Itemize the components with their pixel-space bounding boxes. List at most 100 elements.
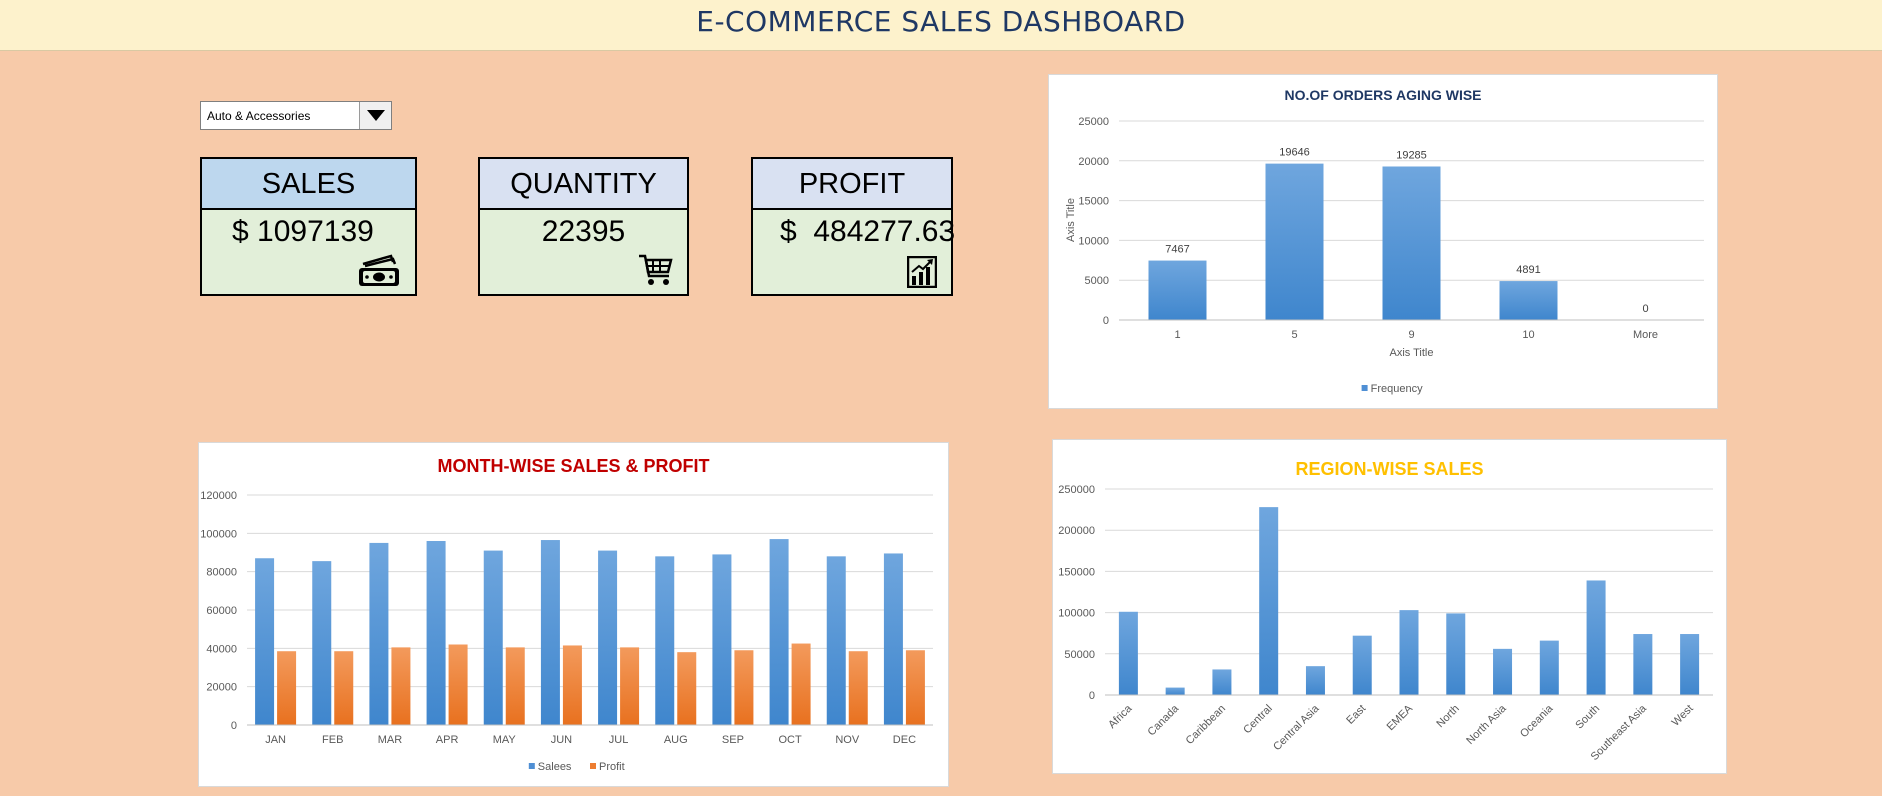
y-tick-label: 100000 [200,528,237,540]
bar [426,541,446,725]
bar [562,645,582,725]
bar [448,644,468,725]
bar [769,539,789,725]
x-tick-label: East [1344,703,1368,727]
cart-icon [639,254,673,285]
bar [1148,260,1207,320]
y-tick-label: 50000 [1064,649,1095,661]
sales-card: SALES $ 1097139 [200,157,417,296]
cash-icon [359,254,399,286]
y-tick-label: 100000 [1058,608,1095,620]
bar [905,650,925,725]
legend-label: Salees [538,761,572,773]
x-tick-label: JAN [265,734,286,746]
y-tick-label: 80000 [206,567,237,579]
data-label: 19646 [1279,147,1310,159]
growth-chart-icon [907,256,937,288]
bar [255,558,275,725]
bar [655,556,675,725]
bar [1212,669,1232,695]
y-axis-title: Axis Title [1065,198,1077,242]
y-tick-label: 15000 [1078,196,1109,208]
x-tick-label: South [1573,703,1602,732]
data-label: 4891 [1516,264,1540,276]
bar [1259,507,1279,695]
bar [791,643,811,725]
y-tick-label: 150000 [1058,566,1095,578]
x-tick-label: Caribbean [1184,703,1228,747]
bar [1118,611,1138,695]
legend-label: Profit [599,761,625,773]
bar [1446,613,1466,695]
bar [1165,687,1185,695]
bar [277,651,297,725]
x-tick-label: SEP [722,734,744,746]
quantity-value: 22395 [541,215,626,248]
x-tick-label: 1 [1174,329,1180,341]
bar [1265,163,1324,320]
legend-swatch [590,763,596,769]
bar [712,554,732,725]
currency-symbol: $ [780,215,797,248]
bar [1382,166,1441,320]
x-tick-label: JUN [551,734,572,746]
bar [1399,610,1419,695]
x-tick-label: More [1633,329,1658,341]
bar [540,540,560,725]
month-wise-chart: MONTH-WISE SALES & PROFIT 0 20000 40000 600… [198,442,949,787]
y-tick-label: 20000 [206,682,237,694]
chart-title: REGION-WISE SALES [1295,459,1484,479]
x-tick-label: EMEA [1385,702,1416,733]
bar [1539,640,1559,695]
x-tick-label: 5 [1291,329,1297,341]
x-tick-label: JUL [609,734,629,746]
x-tick-label: Central Asia [1271,702,1322,753]
y-tick-label: 0 [1089,690,1095,702]
category-dropdown-value: Auto & Accessories [207,109,311,123]
month-wise-plot: 0 20000 40000 60000 80000 100000 120000 JAN FEB M… [200,490,933,773]
x-tick-label: 9 [1408,329,1414,341]
x-tick-label: Oceania [1518,702,1556,740]
bar [369,542,389,725]
x-tick-label: OCT [778,734,802,746]
bar [734,650,754,725]
y-tick-label: 40000 [206,643,237,655]
x-tick-label: Canada [1146,702,1182,738]
orders-aging-chart: NO.OF ORDERS AGING WISE 0 5000 10000 15000 2… [1048,74,1718,409]
y-tick-label: 0 [231,720,237,732]
bar [1305,666,1325,695]
bar [334,651,354,725]
x-tick-label: West [1670,703,1696,729]
x-tick-label: 10 [1522,329,1534,341]
data-label: 19285 [1396,149,1427,161]
bar [1586,580,1606,695]
x-tick-label: Africa [1106,702,1135,731]
profit-card-title: PROFIT [753,159,951,210]
x-tick-label: FEB [322,734,343,746]
dashboard-header: E-COMMERCE SALES DASHBOARD [0,0,1882,51]
y-tick-label: 5000 [1085,275,1109,287]
profit-card: PROFIT $ 484277.63 [751,157,955,296]
x-tick-label: AUG [664,734,688,746]
y-tick-label: 0 [1103,315,1109,327]
x-tick-label: APR [436,734,459,746]
chart-title: MONTH-WISE SALES & PROFIT [437,456,710,476]
bar [677,652,697,725]
legend-label: Frequency [1371,383,1423,395]
bar [1633,634,1653,695]
legend-swatch [1361,385,1368,391]
dropdown-button[interactable] [359,102,391,129]
category-dropdown[interactable]: Auto & Accessories [200,101,392,130]
chart-title: NO.OF ORDERS AGING WISE [1284,87,1482,103]
bar [312,561,332,725]
y-tick-label: 10000 [1078,235,1109,247]
data-label: 7467 [1165,244,1189,256]
x-tick-label: North Asia [1464,702,1509,747]
y-tick-label: 200000 [1058,525,1095,537]
quantity-card: QUANTITY 22395 [478,157,689,296]
currency-symbol: $ [232,215,249,248]
legend-swatch [528,763,535,769]
y-tick-label: 120000 [200,490,237,502]
x-tick-label: MAR [378,734,403,746]
bar [505,647,525,725]
